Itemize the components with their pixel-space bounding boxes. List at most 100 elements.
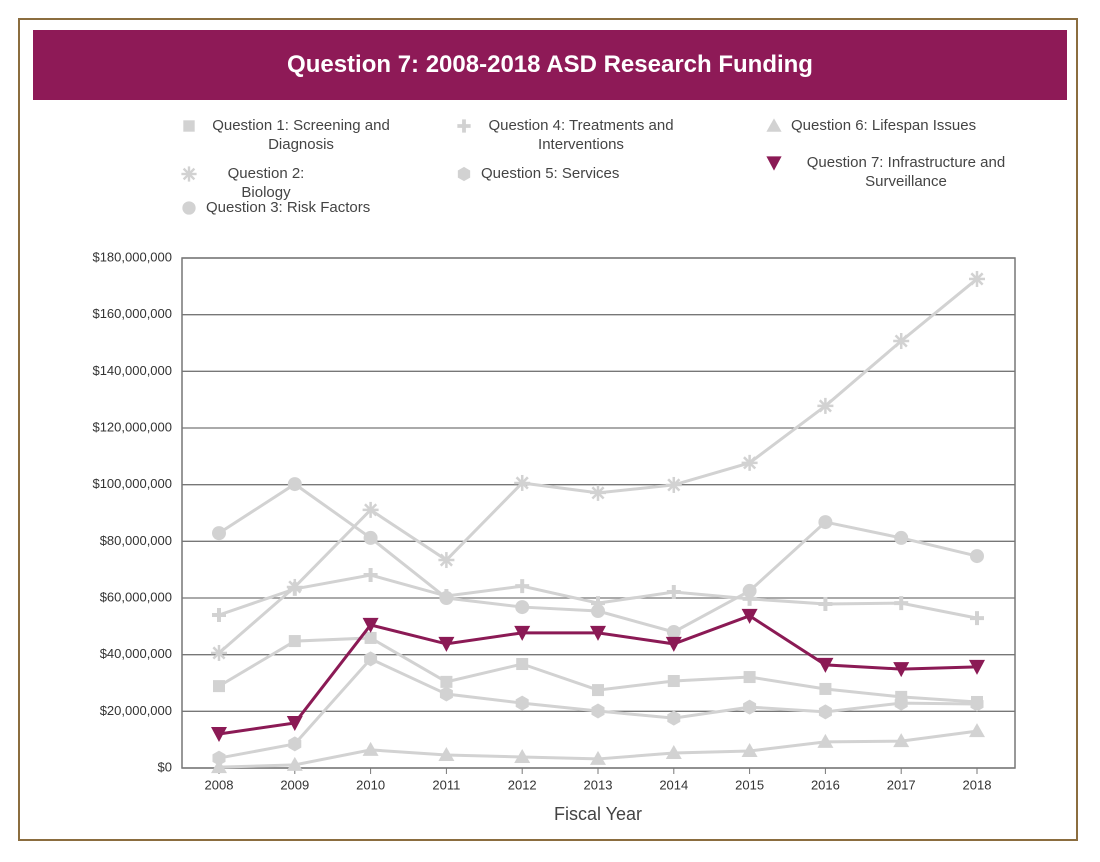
x-tick-label: 2018 bbox=[963, 777, 992, 792]
marker bbox=[515, 695, 529, 711]
marker bbox=[288, 635, 301, 648]
marker bbox=[667, 710, 681, 726]
marker bbox=[457, 119, 471, 133]
y-tick-label: $180,000,000 bbox=[92, 249, 172, 264]
marker bbox=[817, 733, 834, 748]
legend-label: Question 5: Services bbox=[481, 165, 620, 182]
frame bbox=[18, 18, 1078, 841]
x-tick-label: 2010 bbox=[356, 777, 385, 792]
marker bbox=[362, 741, 379, 756]
marker bbox=[969, 723, 985, 738]
legend-marker bbox=[183, 120, 195, 132]
marker bbox=[665, 476, 682, 493]
marker bbox=[362, 501, 379, 518]
marker bbox=[766, 156, 782, 171]
marker bbox=[742, 591, 757, 606]
marker bbox=[211, 727, 227, 742]
marker bbox=[969, 659, 985, 675]
marker bbox=[211, 759, 227, 774]
x-tick-label: 2016 bbox=[811, 777, 840, 792]
marker bbox=[741, 743, 758, 757]
marker bbox=[182, 201, 196, 215]
marker bbox=[286, 715, 303, 731]
marker bbox=[970, 696, 984, 712]
y-tick-label: $20,000,000 bbox=[100, 703, 172, 718]
marker bbox=[362, 617, 379, 633]
marker bbox=[742, 583, 757, 598]
legend-marker bbox=[181, 166, 197, 182]
x-tick-label: 2011 bbox=[432, 777, 460, 792]
marker bbox=[743, 671, 756, 684]
marker bbox=[818, 596, 833, 611]
marker bbox=[590, 625, 606, 641]
marker-stroke bbox=[818, 399, 832, 413]
x-tick-label: 2012 bbox=[508, 777, 537, 792]
y-tick-label: $0 bbox=[158, 759, 172, 774]
x-tick-label: 2008 bbox=[205, 777, 234, 792]
marker-stroke bbox=[212, 646, 226, 660]
marker bbox=[893, 333, 910, 350]
marker bbox=[514, 748, 531, 763]
marker bbox=[439, 686, 453, 702]
marker bbox=[363, 530, 378, 545]
marker bbox=[288, 736, 302, 752]
marker bbox=[515, 579, 530, 594]
marker bbox=[591, 604, 605, 619]
marker bbox=[817, 657, 834, 673]
marker-stroke bbox=[182, 167, 196, 181]
legend-item: Question 2: Biology bbox=[180, 164, 326, 202]
legend-item: Question 4: Treatments and Interventions bbox=[455, 116, 681, 154]
legend-label: Question 2: Biology bbox=[227, 165, 305, 201]
legend-label: Question 3: Risk Factors bbox=[206, 199, 371, 216]
marker-stroke bbox=[894, 334, 908, 348]
marker bbox=[819, 682, 832, 695]
y-tick-label: $60,000,000 bbox=[100, 589, 172, 604]
legend-marker bbox=[766, 156, 782, 171]
x-tick-label: 2009 bbox=[280, 777, 309, 792]
marker bbox=[211, 644, 227, 661]
legend-item: Question 3: Risk Factors bbox=[180, 198, 370, 217]
marker bbox=[666, 585, 681, 600]
marker bbox=[287, 477, 302, 492]
marker bbox=[183, 120, 195, 132]
marker bbox=[970, 549, 984, 564]
x-tick-label: 2017 bbox=[887, 777, 916, 792]
marker bbox=[665, 636, 682, 652]
marker bbox=[592, 684, 604, 697]
legend-label: Question 6: Lifespan Issues bbox=[791, 117, 977, 134]
legend-item: Question 1: Screening and Diagnosis bbox=[180, 116, 396, 154]
legend-marker bbox=[766, 118, 782, 132]
marker bbox=[516, 658, 529, 671]
marker-stroke bbox=[364, 503, 378, 517]
legend-marker bbox=[457, 166, 471, 182]
x-tick-label: 2013 bbox=[584, 777, 613, 792]
marker-stroke bbox=[970, 272, 984, 286]
legend-label: Question 1: Screening and Diagnosis bbox=[212, 117, 390, 153]
y-tick-label: $140,000,000 bbox=[92, 363, 172, 378]
marker bbox=[969, 270, 985, 287]
y-tick-label: $80,000,000 bbox=[100, 533, 172, 548]
marker bbox=[894, 596, 909, 611]
marker bbox=[438, 552, 455, 569]
marker bbox=[212, 750, 226, 766]
marker bbox=[591, 703, 605, 719]
legend-item: Question 5: Services bbox=[455, 164, 619, 183]
marker bbox=[743, 699, 757, 715]
marker bbox=[766, 118, 782, 132]
marker bbox=[514, 625, 531, 641]
marker bbox=[287, 581, 302, 596]
marker bbox=[212, 608, 226, 622]
x-axis-title: Fiscal Year bbox=[554, 804, 642, 824]
marker bbox=[970, 611, 984, 626]
marker bbox=[818, 515, 833, 530]
marker bbox=[665, 744, 682, 759]
marker bbox=[590, 484, 606, 501]
legend-marker bbox=[457, 119, 471, 133]
y-tick-label: $160,000,000 bbox=[92, 306, 172, 321]
y-tick-label: $40,000,000 bbox=[100, 646, 172, 661]
marker bbox=[741, 454, 758, 471]
marker bbox=[440, 675, 453, 688]
marker bbox=[893, 733, 910, 748]
marker-stroke bbox=[591, 486, 605, 500]
